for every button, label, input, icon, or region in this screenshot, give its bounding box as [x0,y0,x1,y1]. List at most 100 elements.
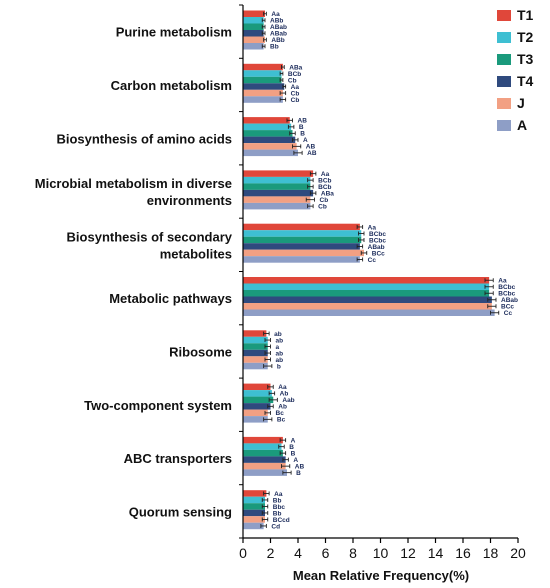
x-axis-title: Mean Relative Frequency(%) [293,568,469,583]
x-tick-label: 10 [373,545,389,561]
bar [243,190,313,197]
category-label: Biosynthesis of amino acids [56,131,232,146]
bar [243,469,287,476]
x-tick-label: 0 [239,545,247,561]
bar [243,224,360,231]
bar [243,124,291,131]
legend-swatch [497,76,511,87]
data-label: B [296,470,301,477]
bar [243,284,489,291]
bar [243,437,283,444]
data-label: Cc [368,257,377,264]
bar [243,117,290,124]
bar [243,516,265,523]
bar [243,150,298,157]
category-label: Microbial metabolism in diverse [35,176,232,191]
category-label: ABC transporters [124,451,232,466]
data-label: AB [307,150,317,157]
x-tick-label: 16 [455,545,471,561]
bar [243,177,310,184]
legend-label: T1 [517,7,534,23]
data-label: b [277,363,281,370]
data-label: Cb [291,97,300,104]
category-label: Biosynthesis of secondary [67,229,233,244]
bar [243,43,264,50]
x-tick-label: 8 [349,545,357,561]
bar [243,330,266,337]
bar [243,237,361,244]
bar [243,290,489,297]
category-label: environments [147,193,232,208]
bar [243,170,313,177]
x-tick-label: 14 [428,545,444,561]
bar [243,11,265,18]
bar [243,130,293,137]
data-label: Cc [504,310,513,317]
bar [243,410,268,417]
x-tick-label: 18 [483,545,499,561]
bar [243,456,286,463]
bar [243,37,265,44]
legend-label: A [517,117,527,133]
data-label: Cd [271,523,280,530]
bar [243,250,364,257]
bar [243,297,492,304]
bar [243,183,310,190]
bar [243,490,266,497]
bar [243,143,297,150]
category-label: Quorum sensing [129,504,232,519]
bar [243,337,268,344]
bars-layer: AaABbABabABabABbBbABaBCbCbAaCbCbABBBAABA… [243,11,518,531]
legend-label: T2 [517,29,534,45]
bar [243,277,489,284]
bar [243,510,265,517]
data-label: Bc [277,417,286,424]
bar [243,196,310,203]
legend: T1 T2 T3 T4 JA [497,7,534,133]
bar [243,356,268,363]
bar [243,310,495,317]
category-label: Metabolic pathways [109,291,232,306]
bar [243,390,272,397]
x-tick-label: 2 [267,545,275,561]
bar [243,64,283,71]
data-label: Bb [270,44,279,51]
legend-label: T3 [517,51,534,67]
x-tick-label: 12 [400,545,416,561]
x-tick-label: 4 [294,545,302,561]
bar [243,256,360,263]
bar [243,83,284,90]
bar [243,384,271,391]
bar [243,450,283,457]
legend-swatch [497,120,511,131]
bar [243,243,360,250]
bar [243,303,492,310]
category-label: Purine metabolism [116,25,232,40]
legend-swatch [497,10,511,21]
bar [243,96,283,103]
legend-label: T4 [517,73,534,89]
category-label: Carbon metabolism [111,78,232,93]
bar [243,343,268,350]
data-label: Cb [318,203,327,210]
legend-swatch [497,98,511,109]
bar [243,24,264,31]
category-label: Two-component system [84,398,232,413]
bar [243,17,264,24]
bar [243,497,265,504]
legend-swatch [497,32,511,43]
bar [243,90,283,97]
bar [243,203,310,210]
category-label: metabolites [160,246,232,261]
x-tick-label: 20 [510,545,526,561]
bar [243,137,295,144]
bar [243,443,282,450]
bar [243,30,264,37]
bar [243,70,282,77]
bar [243,403,271,410]
x-tick-label: 6 [322,545,330,561]
bar [243,77,282,84]
bar [243,503,265,510]
legend-swatch [497,54,511,65]
